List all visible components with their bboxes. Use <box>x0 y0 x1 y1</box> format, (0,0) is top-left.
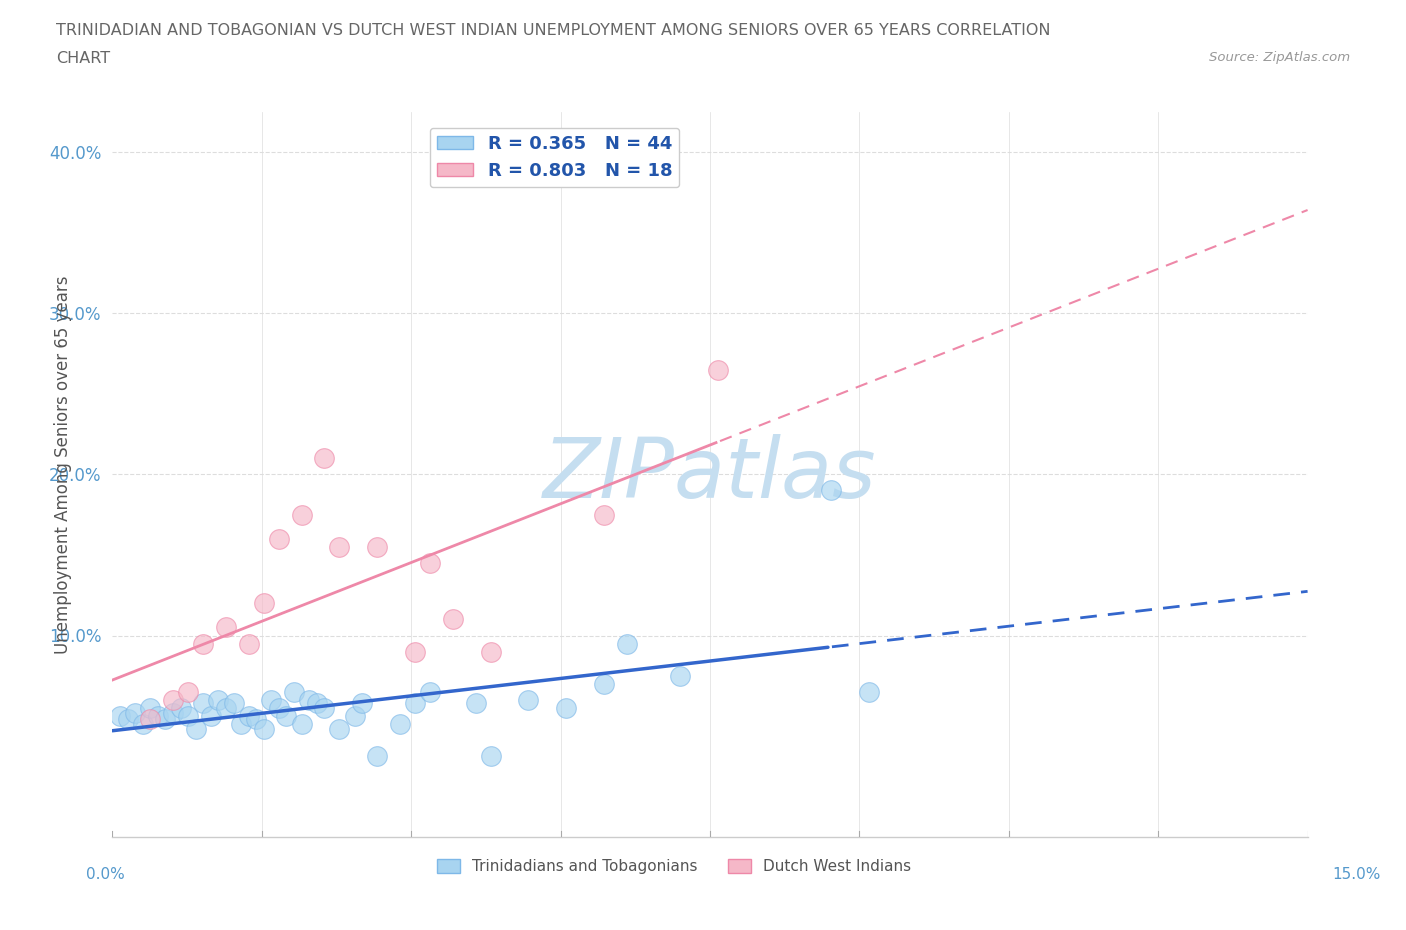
Point <box>314 700 336 715</box>
Point <box>267 531 290 546</box>
Point <box>616 636 638 651</box>
Point <box>253 596 276 611</box>
Text: 15.0%: 15.0% <box>1333 867 1381 882</box>
Point <box>139 700 162 715</box>
Point <box>215 700 238 715</box>
Point <box>298 693 321 708</box>
Point <box>169 700 191 715</box>
Point <box>706 362 728 377</box>
Point <box>155 711 177 726</box>
Text: CHART: CHART <box>56 51 110 66</box>
Point <box>245 711 267 726</box>
Point <box>366 749 388 764</box>
Point <box>858 684 880 699</box>
Text: ZIPatlas: ZIPatlas <box>543 433 877 515</box>
Text: 0.0%: 0.0% <box>86 867 125 882</box>
Point <box>328 539 350 554</box>
Point <box>132 717 155 732</box>
Point <box>404 644 426 659</box>
Point <box>108 709 131 724</box>
Point <box>479 644 502 659</box>
Point <box>283 684 305 699</box>
Point <box>343 709 366 724</box>
Point <box>593 676 616 691</box>
Point <box>177 709 200 724</box>
Point <box>200 709 222 724</box>
Point <box>404 696 426 711</box>
Point <box>464 696 486 711</box>
Text: Source: ZipAtlas.com: Source: ZipAtlas.com <box>1209 51 1350 64</box>
Point <box>222 696 245 711</box>
Point <box>139 711 162 726</box>
Point <box>238 636 260 651</box>
Point <box>146 709 169 724</box>
Point <box>276 709 298 724</box>
Point <box>352 696 374 711</box>
Point <box>215 620 238 635</box>
Point <box>193 636 215 651</box>
Point <box>517 693 540 708</box>
Point <box>162 706 184 721</box>
Point <box>162 693 184 708</box>
Point <box>668 669 690 684</box>
Point <box>305 696 328 711</box>
Point <box>229 717 252 732</box>
Point <box>117 711 139 726</box>
Point <box>479 749 502 764</box>
Point <box>207 693 229 708</box>
Point <box>290 717 312 732</box>
Point <box>253 722 276 737</box>
Point <box>388 717 411 732</box>
Point <box>290 507 312 522</box>
Point <box>260 693 283 708</box>
Point <box>555 700 578 715</box>
Point <box>193 696 215 711</box>
Point <box>177 684 200 699</box>
Point <box>184 722 207 737</box>
Point <box>366 539 388 554</box>
Point <box>314 451 336 466</box>
Point <box>267 700 290 715</box>
Text: TRINIDADIAN AND TOBAGONIAN VS DUTCH WEST INDIAN UNEMPLOYMENT AMONG SENIORS OVER : TRINIDADIAN AND TOBAGONIAN VS DUTCH WEST… <box>56 23 1050 38</box>
Point <box>124 706 146 721</box>
Text: Unemployment Among Seniors over 65 years: Unemployment Among Seniors over 65 years <box>55 276 72 654</box>
Legend: Trinidadians and Tobagonians, Dutch West Indians: Trinidadians and Tobagonians, Dutch West… <box>430 853 918 880</box>
Point <box>238 709 260 724</box>
Point <box>419 555 441 570</box>
Point <box>328 722 350 737</box>
Point <box>593 507 616 522</box>
Point <box>441 612 464 627</box>
Point <box>820 483 842 498</box>
Point <box>419 684 441 699</box>
